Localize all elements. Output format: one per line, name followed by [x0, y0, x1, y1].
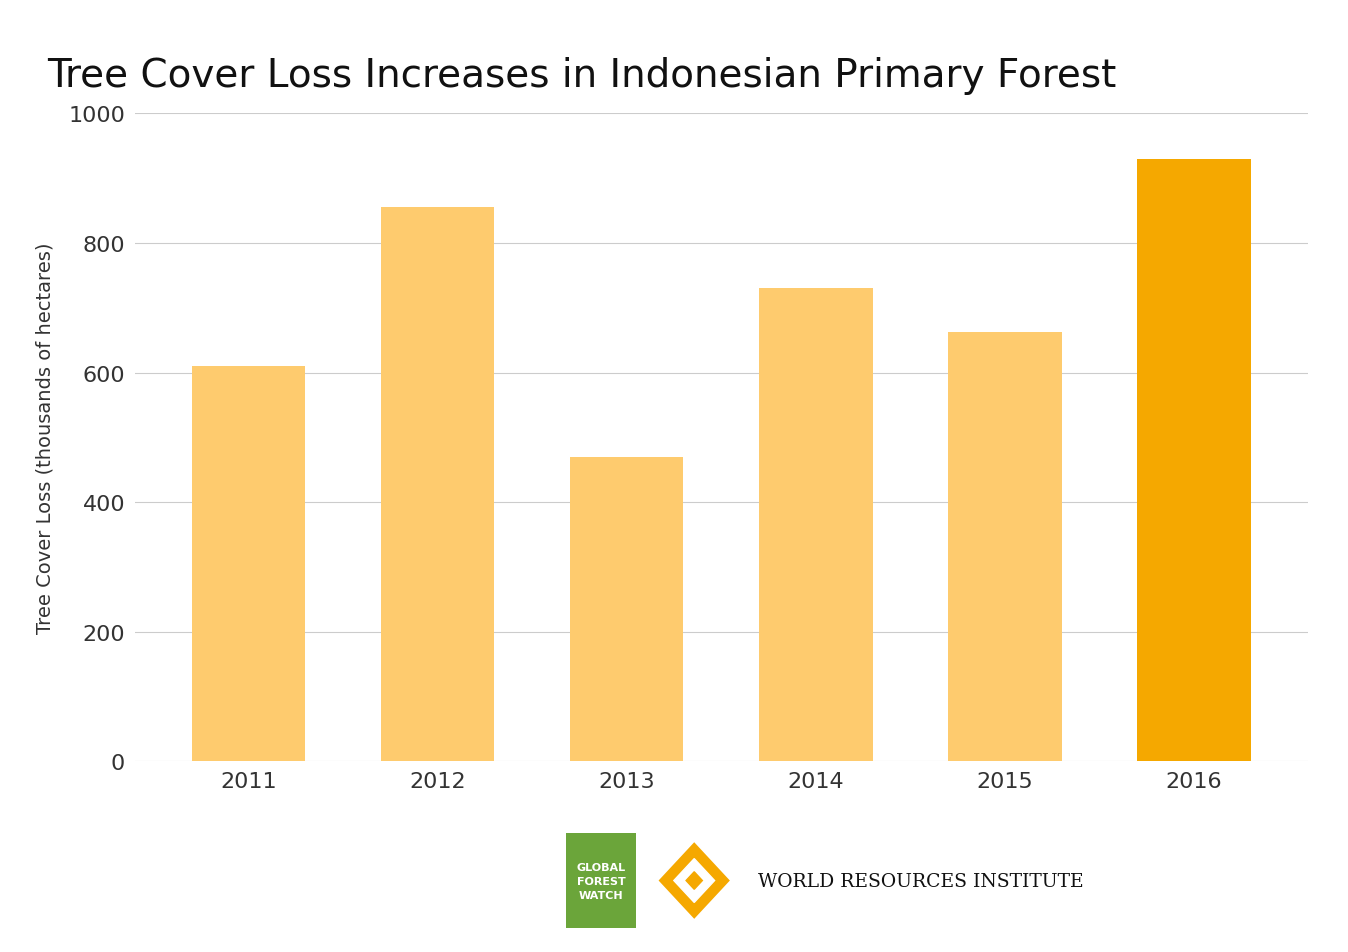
Bar — [1138, 160, 1251, 762]
Polygon shape — [674, 859, 714, 902]
Y-axis label: Tree Cover Loss (thousands of hectares): Tree Cover Loss (thousands of hectares) — [35, 243, 54, 633]
Polygon shape — [686, 872, 702, 889]
Bar — [380, 208, 495, 762]
Bar — [191, 367, 305, 762]
Polygon shape — [658, 841, 731, 921]
Text: GLOBAL
FOREST
WATCH: GLOBAL FOREST WATCH — [577, 862, 625, 900]
Bar — [570, 457, 683, 762]
Bar — [948, 332, 1062, 762]
Text: Tree Cover Loss Increases in Indonesian Primary Forest: Tree Cover Loss Increases in Indonesian … — [47, 56, 1116, 94]
Bar — [759, 289, 872, 762]
Text: WORLD RESOURCES INSTITUTE: WORLD RESOURCES INSTITUTE — [758, 872, 1084, 889]
